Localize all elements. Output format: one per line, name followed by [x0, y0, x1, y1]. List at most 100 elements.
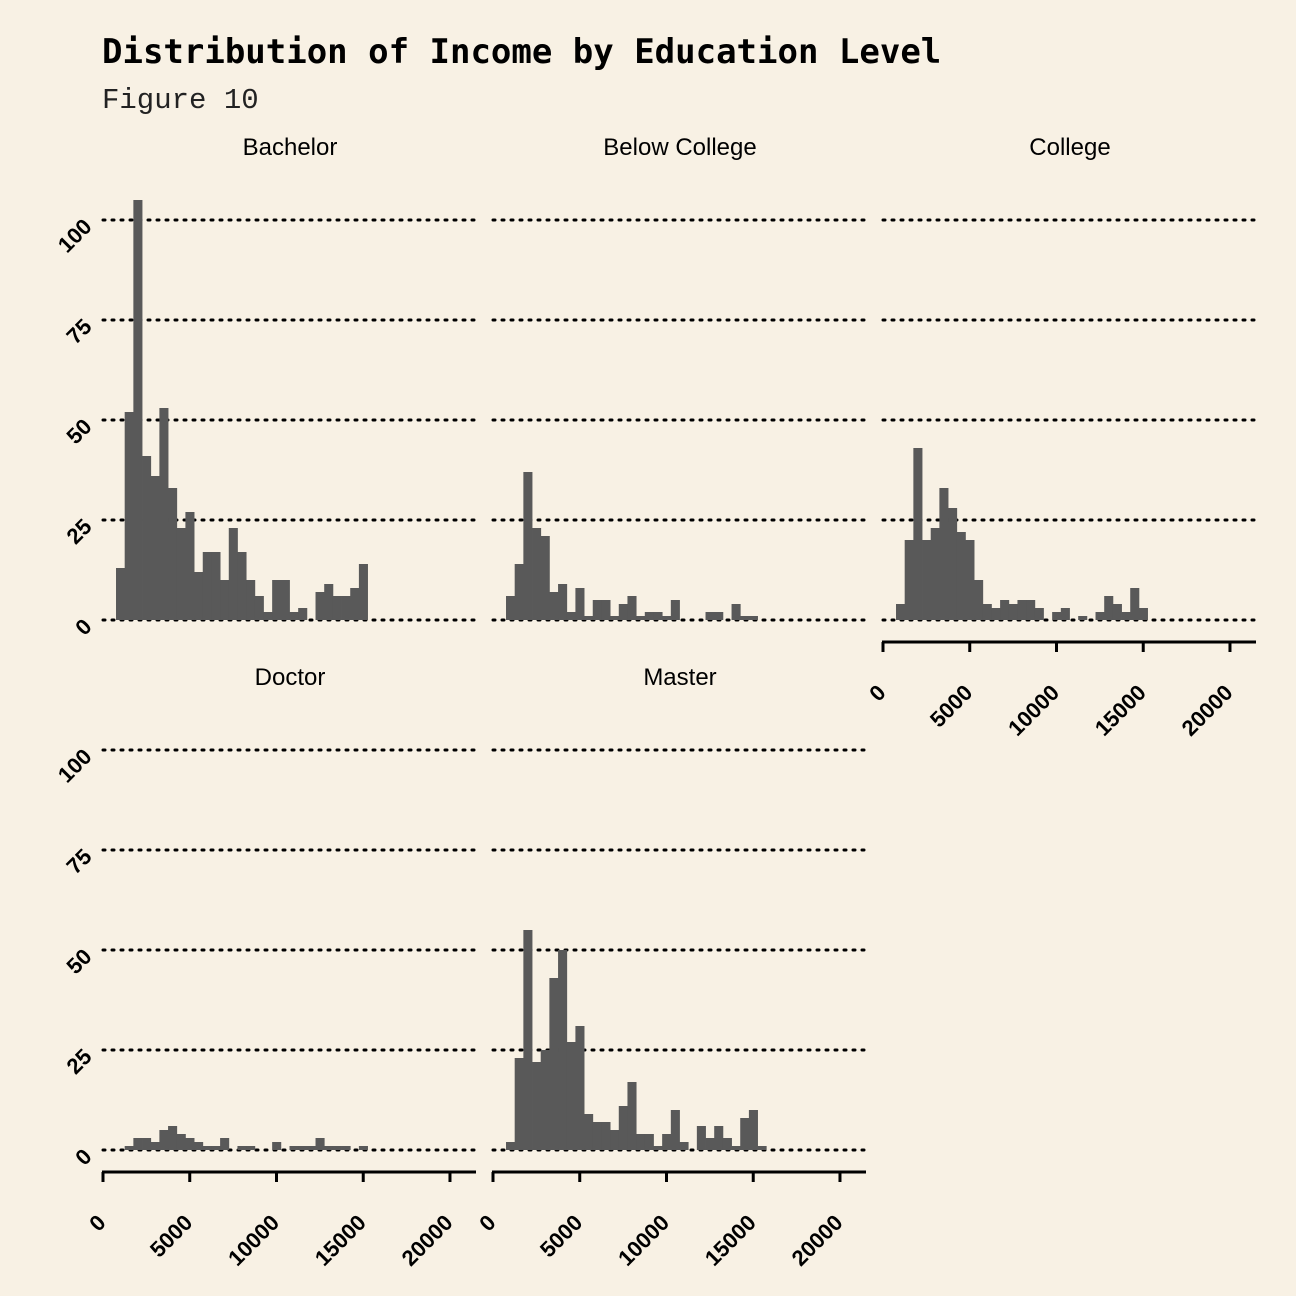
histogram-bar-master-15: [636, 1134, 646, 1150]
histogram-bar-below-college-23: [705, 612, 715, 620]
histogram-bar-doctor-14: [237, 1146, 247, 1150]
panel-title-doctor: Doctor: [255, 664, 326, 691]
histogram-bar-bachelor-16: [254, 596, 264, 620]
histogram-bar-master-22: [696, 1126, 706, 1150]
histogram-bar-master-9: [584, 1114, 594, 1150]
histogram-bar-college-2: [913, 448, 923, 620]
histogram-bar-bachelor-18: [272, 580, 282, 620]
histogram-bar-bachelor-5: [159, 408, 169, 620]
panel-college: College 0 5000 10000 15000 20000: [864, 134, 1258, 741]
histogram-bar-bachelor-6: [168, 488, 178, 620]
histogram-bar-below-college-12: [610, 616, 620, 620]
histogram-bar-master-16: [644, 1134, 654, 1150]
y-tick-label-bachelor-50: 50: [62, 414, 97, 449]
histogram-bar-master-6: [558, 950, 568, 1150]
histogram-bar-below-college-6: [558, 584, 568, 620]
histogram-bar-college-11: [991, 608, 1001, 620]
histogram-bar-doctor-11: [211, 1146, 221, 1150]
histogram-bar-bachelor-23: [315, 592, 325, 620]
x-tick-label-master-15000: 15000: [700, 1210, 761, 1271]
histogram-bar-doctor-2: [133, 1138, 143, 1150]
histogram-bar-bachelor-27: [350, 588, 360, 620]
histogram-bar-below-college-28: [748, 616, 758, 620]
histogram-bar-college-23: [1095, 612, 1105, 620]
histogram-bar-master-12: [610, 1130, 620, 1150]
histogram-bar-doctor-28: [358, 1146, 368, 1150]
histogram-bar-college-0: [896, 604, 906, 620]
y-tick-label-doctor-25: 25: [62, 1044, 97, 1079]
histogram-bar-college-24: [1104, 596, 1114, 620]
histogram-bar-doctor-12: [220, 1138, 230, 1150]
histogram-bar-bachelor-4: [150, 476, 160, 620]
histogram-bar-doctor-23: [315, 1138, 325, 1150]
histogram-bar-master-4: [540, 1050, 550, 1150]
panel-title-master: Master: [643, 664, 716, 691]
histogram-bar-bachelor-2: [133, 200, 143, 620]
histogram-bar-college-27: [1130, 588, 1140, 620]
histogram-bar-bachelor-1: [124, 412, 134, 620]
x-tick-label-college-5000: 5000: [925, 680, 977, 732]
panel-bachelor: Bachelor 0 25 50 75 100: [53, 134, 478, 640]
histogram-bar-doctor-6: [168, 1126, 178, 1150]
x-tick-label-doctor-20000: 20000: [397, 1210, 458, 1271]
histogram-bar-below-college-26: [731, 604, 741, 620]
panel-master: Master 0 5000 10000 15000 20000: [474, 664, 868, 1271]
histogram-bar-college-21: [1078, 616, 1088, 620]
histogram-bar-below-college-15: [636, 616, 646, 620]
histogram-bar-college-28: [1138, 608, 1148, 620]
x-tick-label-doctor-10000: 10000: [223, 1210, 284, 1271]
histogram-bar-bachelor-28: [358, 564, 368, 620]
histogram-bar-bachelor-17: [263, 612, 273, 620]
histogram-bar-doctor-1: [124, 1146, 134, 1150]
panel-title-below-college: Below College: [603, 134, 756, 161]
histogram-bar-doctor-5: [159, 1130, 169, 1150]
histogram-bar-doctor-7: [176, 1134, 186, 1150]
histogram-bar-below-college-5: [549, 592, 559, 620]
histogram-bar-doctor-20: [289, 1146, 299, 1150]
histogram-bar-bachelor-14: [237, 552, 247, 620]
chart-subtitle: Figure 10: [102, 84, 259, 117]
histogram-bar-master-14: [627, 1082, 637, 1150]
histogram-bar-doctor-26: [341, 1146, 351, 1150]
x-tick-label-doctor-15000: 15000: [310, 1210, 371, 1271]
histogram-bar-below-college-4: [540, 536, 550, 620]
x-tick-label-master-5000: 5000: [535, 1210, 587, 1262]
x-tick-label-college-10000: 10000: [1003, 680, 1064, 741]
histogram-bar-doctor-8: [185, 1138, 195, 1150]
histogram-bar-master-25: [722, 1138, 732, 1150]
histogram-bar-doctor-15: [246, 1146, 256, 1150]
histogram-bar-college-10: [982, 604, 992, 620]
histogram-bar-college-7: [956, 532, 966, 620]
histogram-bar-bachelor-9: [194, 572, 204, 620]
histogram-bar-college-1: [904, 540, 914, 620]
histogram-bar-below-college-14: [627, 596, 637, 620]
histogram-bar-below-college-2: [523, 472, 533, 620]
x-tick-label-college-0: 0: [864, 680, 890, 706]
x-tick-label-doctor-0: 0: [84, 1210, 110, 1236]
x-tick-label-master-20000: 20000: [787, 1210, 848, 1271]
histogram-bar-bachelor-10: [202, 552, 212, 620]
histogram-bar-bachelor-20: [289, 612, 299, 620]
histogram-bar-college-12: [1000, 600, 1010, 620]
histogram-bar-master-26: [731, 1146, 741, 1150]
histogram-bar-master-3: [532, 1062, 542, 1150]
panel-title-bachelor: Bachelor: [243, 134, 338, 161]
histogram-bar-master-20: [679, 1142, 689, 1150]
histogram-bar-bachelor-15: [246, 580, 256, 620]
histogram-bar-college-25: [1112, 604, 1122, 620]
y-tick-label-bachelor-75: 75: [62, 314, 97, 349]
histogram-bar-college-15: [1026, 600, 1036, 620]
y-tick-label-doctor-50: 50: [62, 944, 97, 979]
panel-doctor: Doctor 0 25 50 75 100 0 5000 10000 15000 20000: [53, 664, 478, 1271]
histogram-bar-college-3: [922, 540, 932, 620]
histogram-bar-master-27: [740, 1118, 750, 1150]
histogram-bar-below-college-16: [644, 612, 654, 620]
histogram-bar-below-college-13: [618, 604, 628, 620]
histogram-bar-master-8: [575, 1026, 585, 1150]
histogram-bar-bachelor-0: [116, 568, 126, 620]
histogram-bar-below-college-17: [653, 612, 663, 620]
histogram-bar-below-college-8: [575, 588, 585, 620]
histogram-bar-doctor-10: [202, 1146, 212, 1150]
x-tick-label-doctor-5000: 5000: [145, 1210, 197, 1262]
